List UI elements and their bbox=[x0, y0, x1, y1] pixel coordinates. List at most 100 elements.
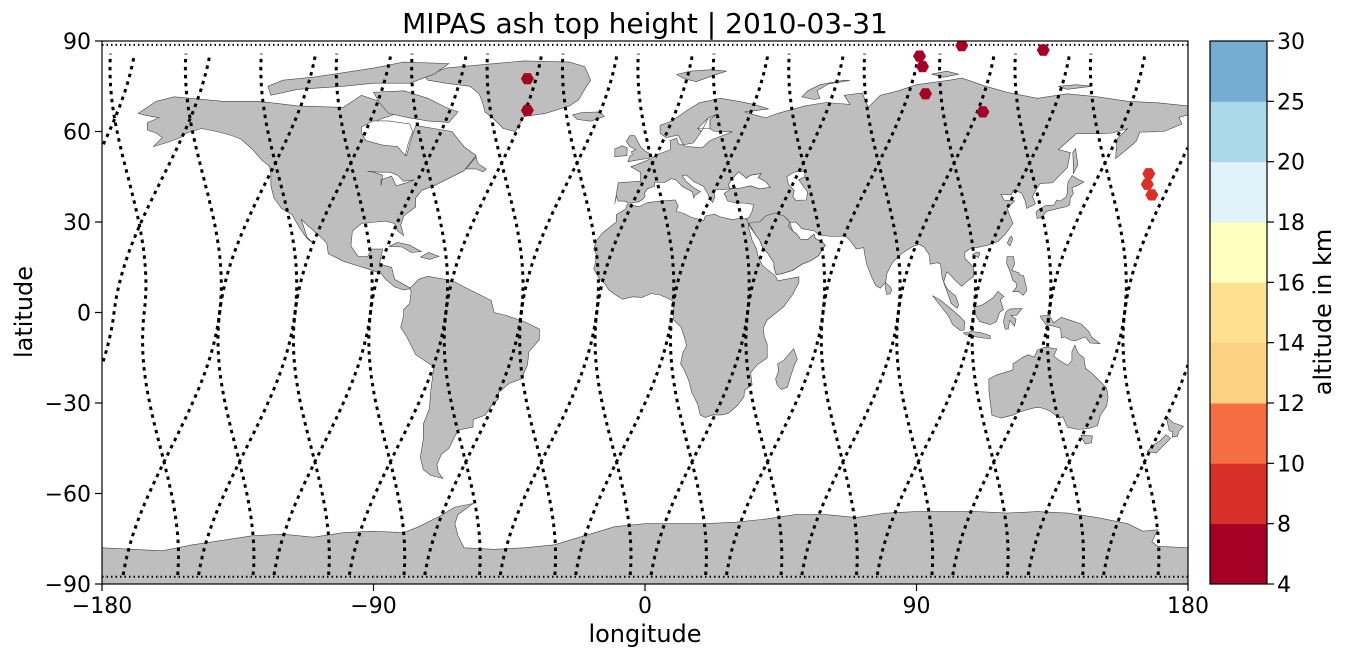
x-axis-label: longitude bbox=[588, 620, 701, 648]
orbit-track bbox=[102, 53, 1188, 576]
orbit-track bbox=[800, 53, 996, 576]
land-japan bbox=[1035, 175, 1085, 219]
colorbar-tick-label: 4 bbox=[1277, 573, 1291, 598]
land-tasmania bbox=[1080, 434, 1093, 445]
y-tick-label: −60 bbox=[45, 483, 91, 508]
orbit-track bbox=[1088, 53, 1161, 576]
orbit-tracks bbox=[102, 43, 1188, 578]
land-arabia-block bbox=[748, 212, 826, 275]
colorbar-label: altitude in km bbox=[1309, 229, 1337, 396]
ash-point bbox=[1036, 44, 1050, 56]
land-new-zealand-n bbox=[1165, 415, 1185, 438]
x-tick-label: 90 bbox=[903, 594, 931, 619]
orbit-track bbox=[108, 53, 180, 576]
ash-point bbox=[919, 88, 932, 100]
land-madagascar bbox=[775, 348, 798, 390]
orbit-track bbox=[938, 53, 1010, 576]
x-tick-label: 0 bbox=[638, 594, 652, 619]
orbit-track bbox=[649, 53, 845, 576]
orbit-track bbox=[711, 53, 784, 576]
orbit-track bbox=[1013, 53, 1085, 576]
orbit-track bbox=[787, 53, 859, 576]
ash-point bbox=[1140, 178, 1154, 190]
land-hainan bbox=[972, 251, 981, 259]
orbit-track bbox=[197, 53, 393, 576]
orbit-track bbox=[636, 53, 708, 576]
ash-point bbox=[1142, 168, 1156, 180]
land-new-zealand-s bbox=[1146, 434, 1171, 454]
y-axis-label: latitude bbox=[10, 266, 38, 358]
colorbar-tick-label: 30 bbox=[1277, 30, 1305, 55]
colorbar-segment bbox=[1210, 222, 1267, 283]
land-borneo bbox=[973, 290, 1005, 325]
ash-point bbox=[955, 41, 969, 52]
water-hudson-bay bbox=[361, 120, 414, 157]
land-sumatra bbox=[932, 295, 966, 331]
land-sri-lanka bbox=[885, 282, 893, 295]
chart-title: MIPAS ash top height | 2010-03-31 bbox=[402, 7, 888, 40]
land-ireland bbox=[614, 145, 628, 158]
colorbar-tick-label: 25 bbox=[1277, 90, 1305, 115]
colorbar-segment bbox=[1210, 523, 1267, 585]
ash-point bbox=[520, 73, 534, 85]
orbit-track bbox=[102, 53, 1188, 576]
colorbar-segment bbox=[1210, 403, 1267, 464]
orbit-track bbox=[410, 53, 482, 576]
y-tick-label: −30 bbox=[45, 392, 91, 417]
colorbar-tick-label: 20 bbox=[1277, 151, 1305, 176]
colorbar-frame bbox=[1209, 40, 1268, 585]
colorbar-tick-label: 8 bbox=[1277, 513, 1291, 538]
land-taiwan bbox=[1006, 235, 1014, 247]
colorbar-tick-label: 10 bbox=[1277, 452, 1305, 477]
colorbar: 4 8 10 12 14 16 18 20 25 30 bbox=[1209, 30, 1305, 598]
orbit-track bbox=[951, 53, 1147, 576]
orbit-track bbox=[485, 53, 558, 576]
land-cuba bbox=[388, 242, 423, 253]
y-axis: 90 60 30 0 −30 −60 −90 bbox=[45, 30, 102, 598]
y-tick-label: −90 bbox=[45, 573, 91, 598]
x-tick-label: −180 bbox=[72, 594, 132, 619]
orbit-track bbox=[423, 53, 619, 576]
orbit-track bbox=[272, 53, 468, 576]
orbit-track bbox=[183, 53, 256, 576]
water-black-sea-fill bbox=[728, 171, 771, 190]
colorbar-segment bbox=[1210, 282, 1267, 344]
land-british-isles bbox=[625, 135, 651, 163]
ash-point bbox=[913, 50, 926, 62]
x-axis: −180 −90 0 90 180 bbox=[72, 584, 1209, 619]
land-antarctica bbox=[102, 503, 1188, 584]
land-philippines bbox=[1006, 256, 1027, 296]
water-gulf-of-bothnia-fill bbox=[696, 113, 718, 132]
orbit-track bbox=[347, 53, 544, 576]
land-sakhalin bbox=[1072, 147, 1079, 174]
orbit-track bbox=[725, 53, 921, 576]
ash-point bbox=[976, 106, 990, 118]
water-great-lakes bbox=[367, 171, 415, 187]
y-tick-label: 0 bbox=[77, 302, 91, 327]
orbit-track bbox=[574, 53, 770, 576]
land-novaya-zemlya bbox=[801, 79, 851, 100]
colorbar-tick-label: 14 bbox=[1277, 332, 1305, 357]
x-tick-label: −90 bbox=[350, 594, 396, 619]
orbit-track bbox=[334, 53, 407, 576]
y-tick-label: 90 bbox=[63, 30, 91, 55]
land-hispaniola bbox=[419, 252, 440, 260]
land-canadian-arctic bbox=[267, 61, 450, 96]
colorbar-segment bbox=[1210, 41, 1267, 102]
land-australia bbox=[988, 344, 1109, 430]
land-sulawesi bbox=[1003, 308, 1023, 330]
land-africa bbox=[593, 199, 800, 418]
orbit-track bbox=[862, 53, 935, 576]
colorbar-tick-label: 12 bbox=[1277, 392, 1305, 417]
orbit-track bbox=[121, 53, 317, 576]
y-tick-label: 30 bbox=[63, 211, 91, 236]
map-plot bbox=[101, 40, 1189, 585]
orbit-track bbox=[561, 53, 633, 576]
ash-point bbox=[916, 61, 929, 73]
orbit-track bbox=[498, 53, 695, 576]
land-greenland bbox=[424, 60, 592, 132]
land-north-america bbox=[137, 94, 477, 291]
colorbar-tick-label: 16 bbox=[1277, 271, 1305, 296]
orbit-track bbox=[259, 53, 331, 576]
